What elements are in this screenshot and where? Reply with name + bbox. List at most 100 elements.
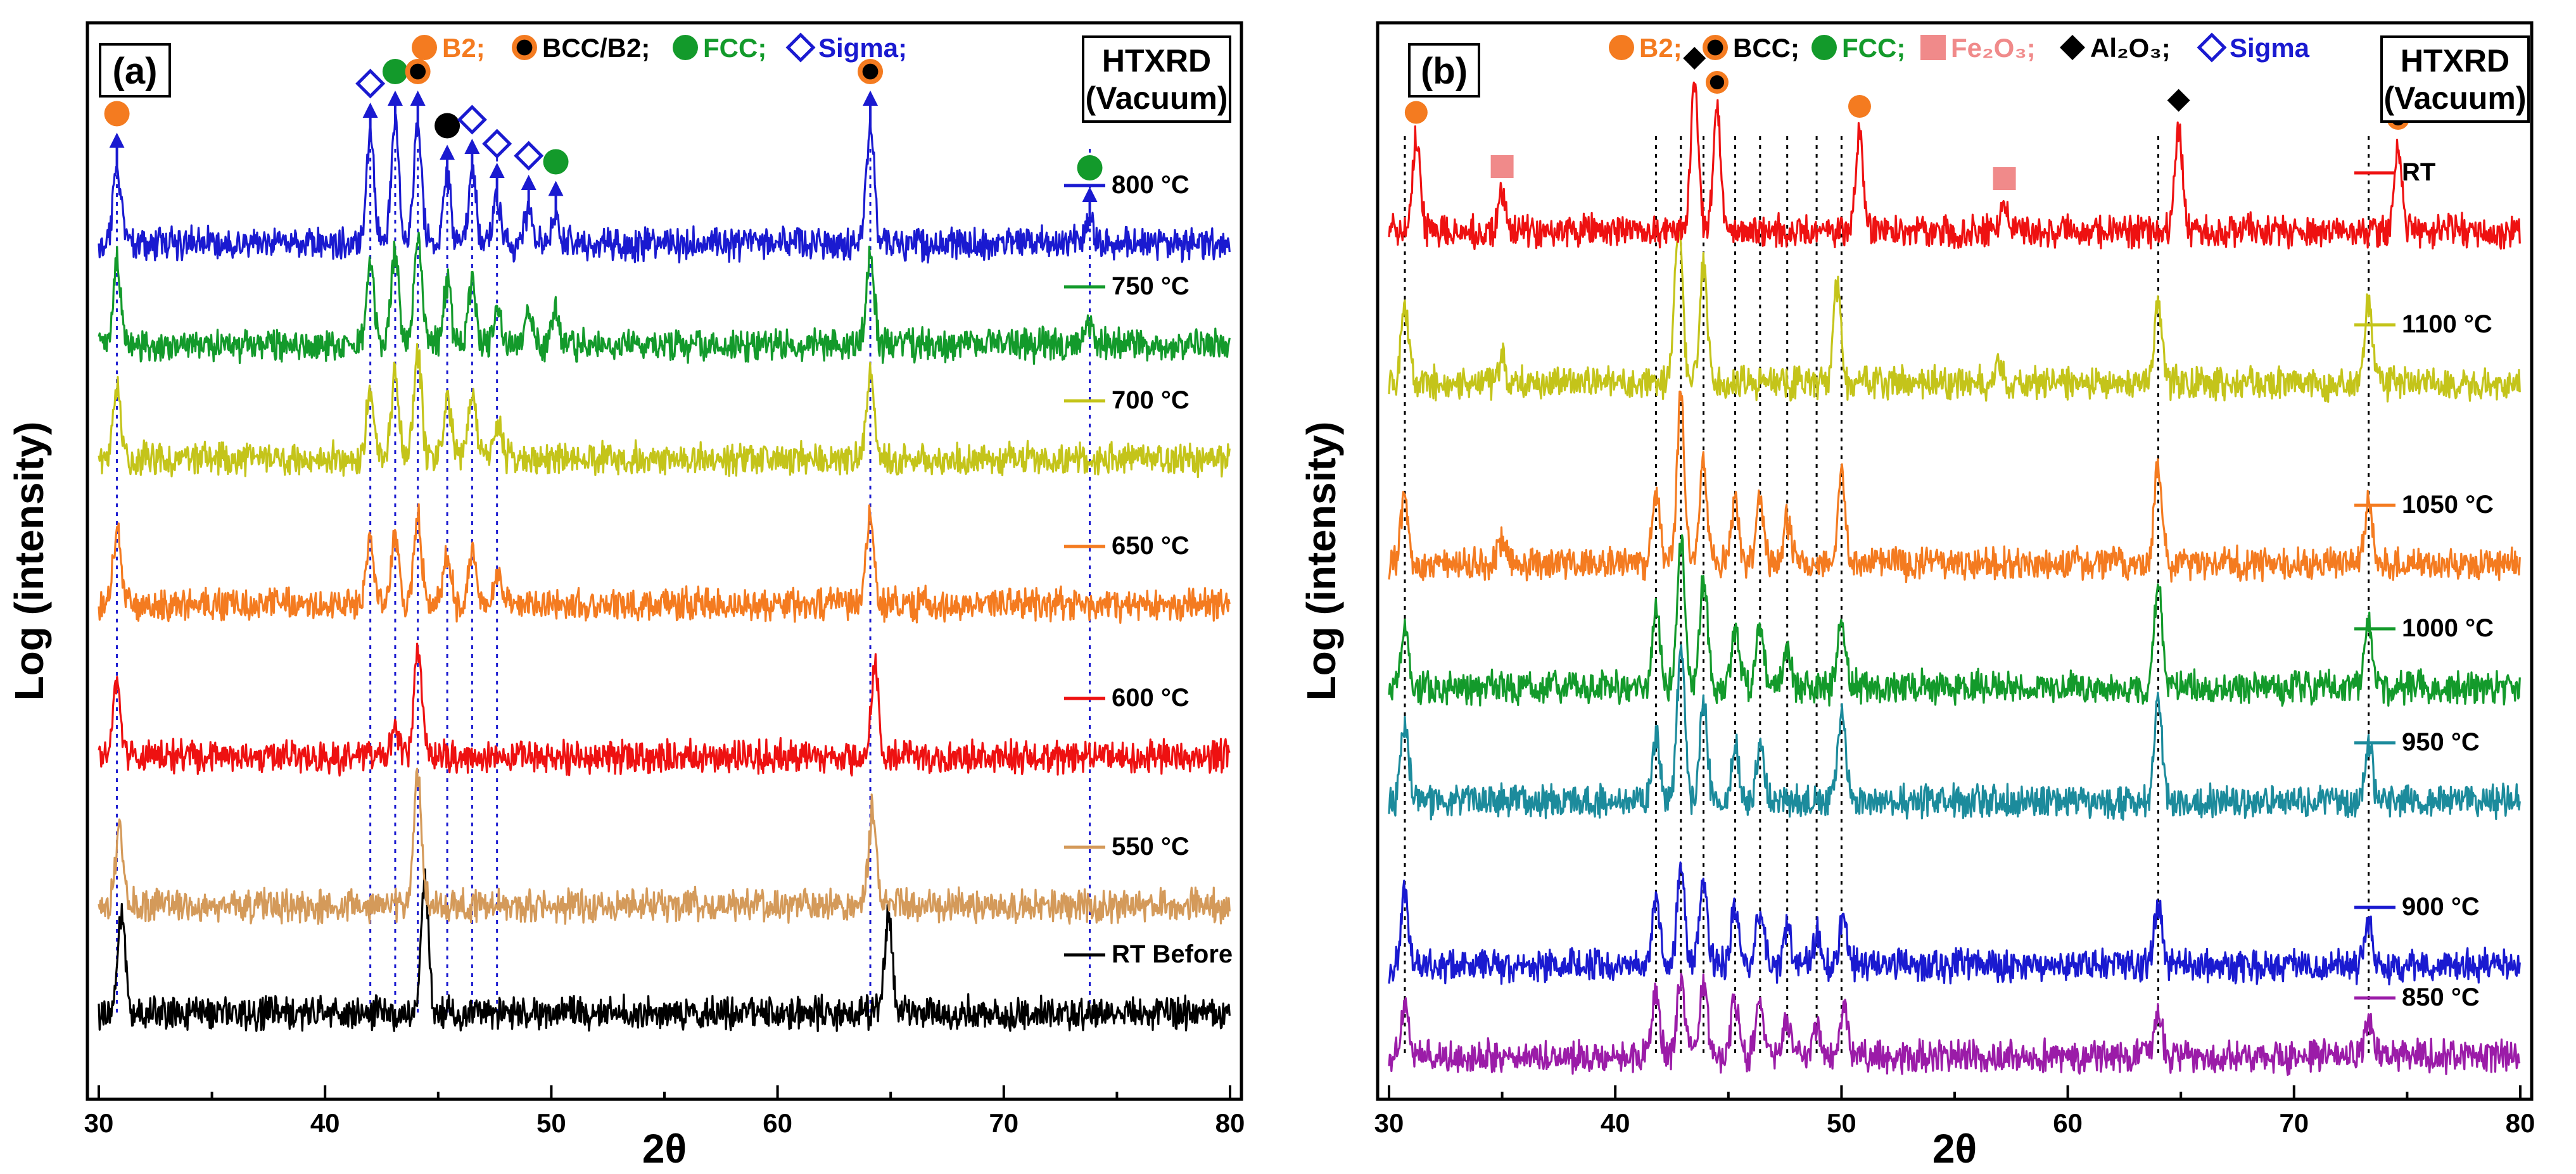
- phase-marker-circle: [382, 59, 408, 84]
- phase-marker-square: [1490, 155, 1514, 178]
- panel-label-box-a: [99, 43, 171, 98]
- x-axis-ticks-a: 30 40 50 60 70 80: [84, 1085, 1245, 1138]
- phase-marker-ring-core: [862, 63, 879, 80]
- x-tick-label: 80: [2506, 1108, 2535, 1138]
- peak-arrow-head: [109, 132, 125, 148]
- panel-b: 30 40 50 60 70 80 850 °C 900 °C 950 °C 1000 °C 10…: [1298, 21, 2535, 1171]
- series-line-800-c: [98, 113, 1231, 264]
- mode-box-a: [1082, 35, 1231, 123]
- series-line-600-c: [98, 642, 1231, 777]
- mode-title-line2-a: (Vacuum): [1085, 80, 1228, 116]
- mode-title-line1-a: HTXRD: [1102, 43, 1211, 79]
- x-tick-label: 70: [989, 1108, 1018, 1138]
- phase-marker-square: [1920, 35, 1946, 60]
- phase-marker-circle: [543, 149, 569, 175]
- series-label: 850 °C: [2402, 983, 2480, 1011]
- x-tick-label: 50: [536, 1108, 566, 1138]
- panel-label-b: (b): [1421, 51, 1468, 92]
- legend-label: FCC;: [1842, 33, 1905, 63]
- phase-marker-circle: [1609, 35, 1634, 60]
- series-labels-a: RT Before 550 °C 600 °C 650 °C 700 °C 750 °C 8…: [1064, 171, 1233, 968]
- phase-marker-open-diamond: [2197, 32, 2227, 63]
- series-label: 650 °C: [1112, 532, 1190, 560]
- phase-marker-circle: [673, 35, 698, 60]
- phase-marker-black-circle: [435, 113, 460, 139]
- phase-markers-a: [104, 59, 1103, 226]
- panel-a: 30 40 50 60 70 80 RT Before 550 °C 600 °C 650 °C…: [6, 21, 1245, 1171]
- x-tick-label: 60: [2053, 1108, 2083, 1138]
- phase-marker-open-diamond: [355, 68, 386, 99]
- phase-marker-ring-core: [516, 39, 533, 56]
- legend-label: B2;: [442, 33, 485, 63]
- phase-markers-b: [1404, 47, 2410, 190]
- legend-label: Fe₂O₃;: [1951, 33, 2036, 63]
- series-label: 1050 °C: [2402, 491, 2494, 519]
- series-line-550-c: [98, 767, 1231, 925]
- phase-marker-open-diamond: [514, 141, 544, 171]
- y-axis-label-b: Log (intensity): [1298, 422, 1344, 701]
- series-line-rt: [1388, 81, 2521, 250]
- legend-label: Al₂O₃;: [2090, 33, 2171, 63]
- series-line-900-c: [1388, 861, 2521, 986]
- peak-arrow-head: [464, 139, 480, 154]
- series-label: RT: [2402, 158, 2435, 186]
- panel-label-a: (a): [113, 51, 158, 92]
- phase-marker-circle: [1848, 95, 1871, 118]
- phase-marker-open-diamond: [482, 129, 512, 159]
- x-tick-label: 40: [310, 1108, 340, 1138]
- phase-marker-circle: [1404, 101, 1428, 124]
- series-label: RT Before: [1112, 940, 1233, 968]
- series-line-700-c: [98, 343, 1231, 479]
- x-axis-ticks-b: 30 40 50 60 70 80: [1374, 1085, 2535, 1138]
- peak-arrow-head: [489, 163, 505, 178]
- legend-label: BCC/B2;: [542, 33, 650, 63]
- mode-box-b: [2380, 35, 2530, 123]
- series-line-rt-before: [98, 868, 1231, 1033]
- series-line-1100-c: [1388, 227, 2521, 403]
- series-label: 1000 °C: [2402, 614, 2494, 642]
- peak-arrow-head: [362, 103, 378, 118]
- peak-arrow-head: [410, 91, 426, 106]
- phase-marker-ring-core: [1707, 39, 1723, 56]
- phase-marker-open-diamond: [785, 32, 816, 63]
- drop-lines-b: [1404, 136, 2370, 1056]
- series-label: 800 °C: [1112, 171, 1190, 199]
- series-group-b: [1388, 81, 2521, 1076]
- legend-label: Sigma;: [818, 33, 907, 63]
- peak-arrow-head: [1082, 187, 1098, 202]
- x-tick-label: 80: [1215, 1108, 1245, 1138]
- phase-marker-circle: [104, 101, 130, 127]
- phase-marker-circle: [1077, 155, 1103, 180]
- mode-title-line1-b: HTXRD: [2401, 43, 2509, 79]
- x-axis-label-a: 2θ: [642, 1126, 687, 1171]
- phase-marker-circle: [412, 35, 437, 60]
- phase-marker-ring-core: [1710, 75, 1725, 90]
- x-tick-label: 30: [1374, 1108, 1404, 1138]
- series-label: 550 °C: [1112, 833, 1190, 861]
- series-line-950-c: [1388, 644, 2521, 821]
- series-line-650-c: [98, 503, 1231, 624]
- x-tick-label: 70: [2279, 1108, 2309, 1138]
- peak-arrow-head: [548, 180, 564, 196]
- legend-a: B2; BCC/B2; FCC; Sigma;: [412, 32, 907, 63]
- series-line-1050-c: [1388, 390, 2521, 583]
- legend-label: FCC;: [703, 33, 766, 63]
- series-group-a: [98, 113, 1231, 1033]
- series-label: 1100 °C: [2402, 310, 2492, 338]
- mode-title-line2-b: (Vacuum): [2383, 80, 2526, 116]
- x-tick-label: 30: [84, 1108, 114, 1138]
- series-label: 700 °C: [1112, 386, 1190, 414]
- peak-arrow-head: [387, 91, 403, 106]
- x-tick-label: 40: [1601, 1108, 1630, 1138]
- series-label: 950 °C: [2402, 728, 2480, 756]
- legend-label: Sigma: [2230, 33, 2310, 63]
- series-line-750-c: [98, 231, 1231, 365]
- panel-label-box-b: [1408, 43, 1480, 98]
- phase-marker-open-diamond: [457, 104, 487, 135]
- peak-arrow-head: [863, 91, 879, 106]
- phase-marker-ring-core: [410, 63, 426, 80]
- y-axis-label-a: Log (intensity): [6, 422, 52, 701]
- phase-marker-square: [1993, 167, 2016, 190]
- phase-marker-circle: [1811, 35, 1837, 60]
